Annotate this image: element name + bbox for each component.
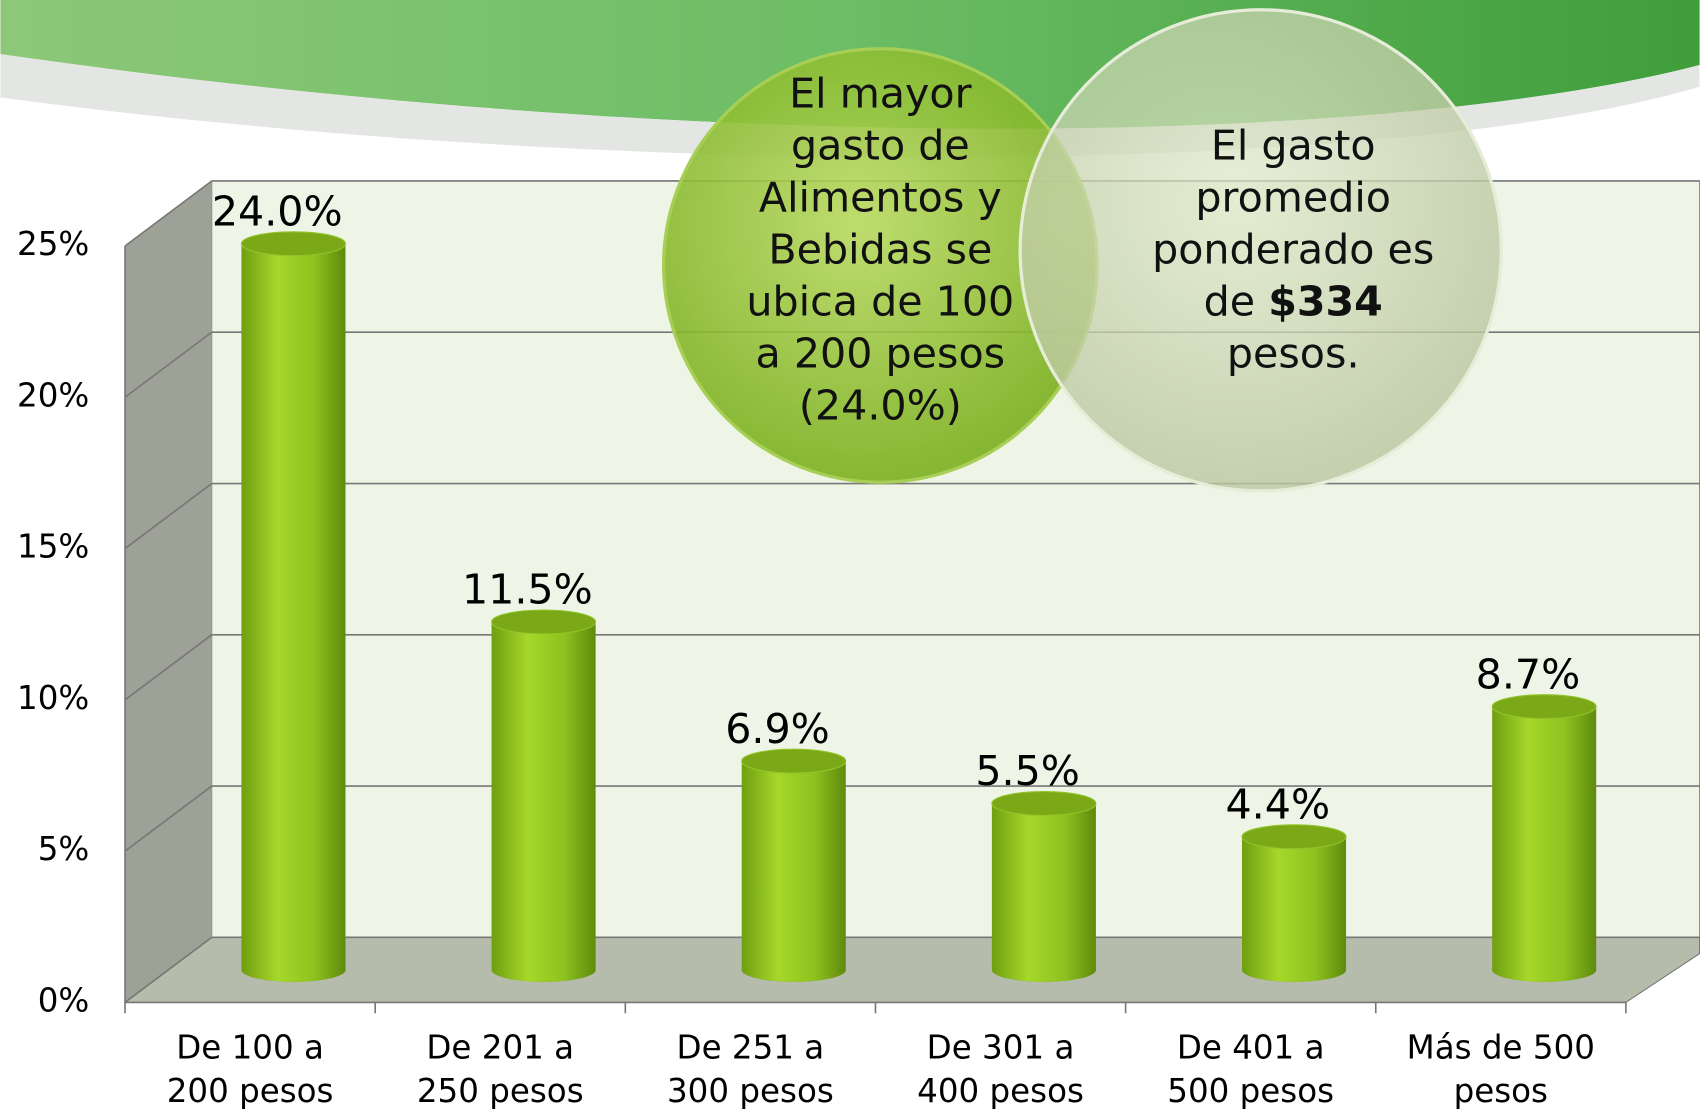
annotation-text: El gasto promedio ponderado es de $334 p… [1142, 119, 1445, 379]
data-label: 8.7% [1476, 650, 1581, 698]
annotation-text: El mayor gasto de Alimentos y Bebidas se… [729, 67, 1032, 431]
bar-base [1242, 958, 1346, 982]
bar [992, 803, 1096, 969]
bar [241, 244, 345, 970]
x-tick-label: De 401 a 500 pesos [1126, 1027, 1376, 1114]
y-tick-label: 15% [17, 528, 89, 566]
bar [1492, 707, 1596, 970]
x-tick-label: Más de 500 pesos [1376, 1027, 1626, 1114]
data-label: 6.9% [725, 705, 830, 753]
y-tick-label: 20% [17, 376, 89, 414]
annotation-text: pesos. [1227, 329, 1360, 377]
x-tick-label: De 301 a 400 pesos [875, 1027, 1125, 1114]
x-tick-label: De 251 a 300 pesos [625, 1027, 875, 1114]
bar-base [742, 958, 846, 982]
data-label: 5.5% [975, 747, 1080, 795]
x-tick-label: De 100 a 200 pesos [125, 1027, 375, 1114]
bar [492, 622, 596, 970]
data-label: 11.5% [462, 566, 593, 614]
annotation: El gasto promedio ponderado es de $334 p… [1142, 119, 1445, 401]
x-tick-label: De 401 a 500 pesos [1126, 1027, 1376, 1114]
bar-base [1492, 958, 1596, 982]
y-tick-label: 0% [38, 981, 90, 1019]
annotation: El mayor gasto de Alimentos y Bebidas se… [729, 67, 1032, 457]
page: 0% 5% 10% 15% 20% 25% 24.0% De 100 a 200 pesos 1… [0, 0, 1700, 1118]
data-label: 4.4% [1225, 780, 1330, 828]
data-label: 24.0% [212, 187, 343, 235]
y-tick-label: 10% [17, 679, 89, 717]
bar-base [492, 958, 596, 982]
side-wall [125, 181, 212, 1002]
x-tick-label: De 100 a 200 pesos [125, 1027, 375, 1114]
x-tick-label: Más de 500 pesos [1376, 1027, 1626, 1114]
annotation-highlight: $334 [1268, 277, 1383, 325]
floor [125, 937, 1700, 1002]
y-tick-label: 5% [38, 830, 90, 868]
bar-base [241, 958, 345, 982]
bar [1242, 837, 1346, 970]
x-tick-label: De 251 a 300 pesos [625, 1027, 875, 1114]
chart: 0% 5% 10% 15% 20% 25% 24.0% De 100 a 200 pesos 1… [0, 0, 1700, 1114]
x-tick-label: De 301 a 400 pesos [875, 1027, 1125, 1114]
x-tick-label: De 201 a 250 pesos [375, 1027, 625, 1114]
bar-base [992, 958, 1096, 982]
bar [742, 761, 846, 970]
y-tick-label: 25% [17, 225, 89, 263]
x-tick-label: De 201 a 250 pesos [375, 1027, 625, 1114]
